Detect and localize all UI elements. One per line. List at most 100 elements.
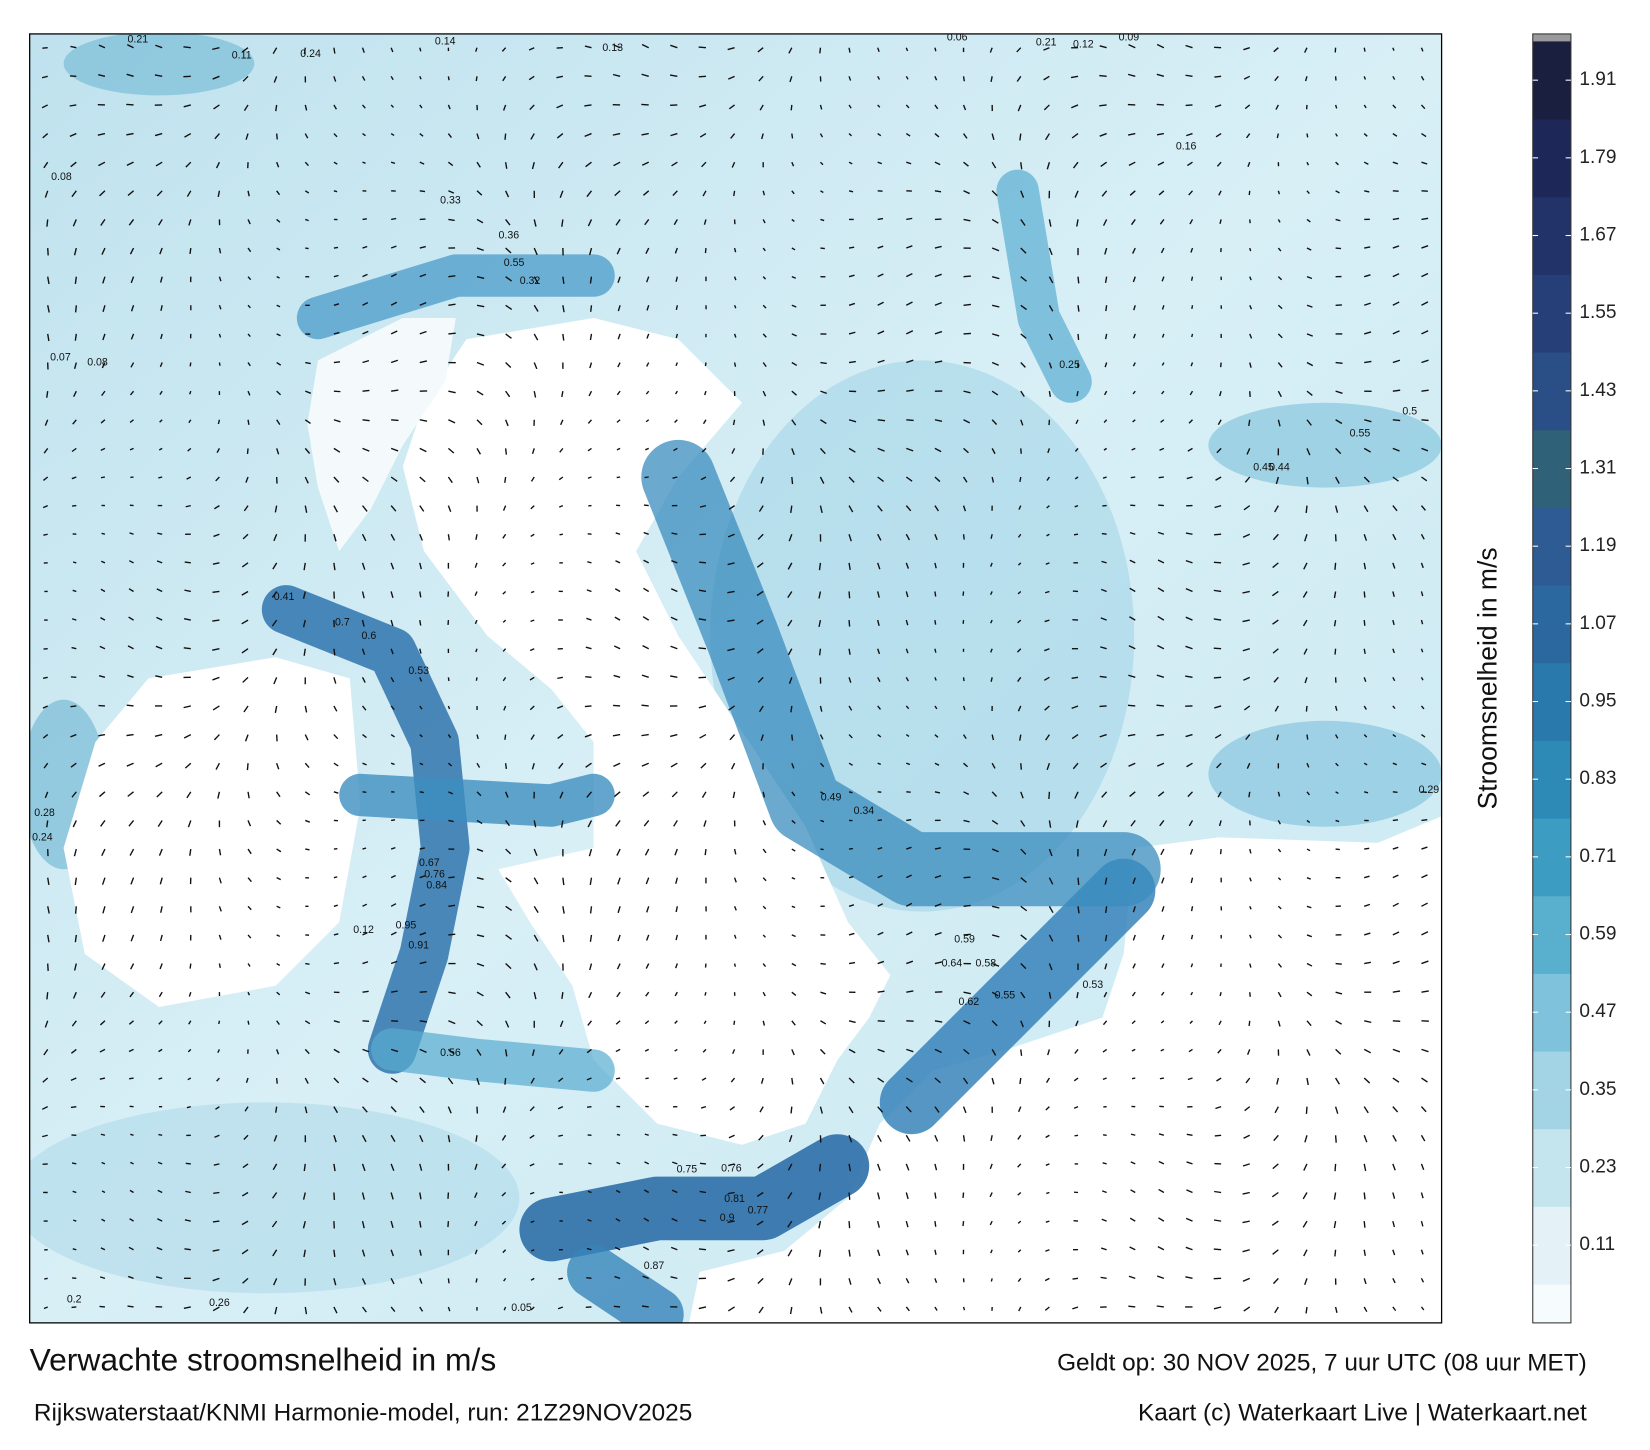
flow-arrow [589,333,593,341]
flow-arrow [1020,419,1024,426]
flow-arrow [989,47,993,53]
flow-arrow [99,190,106,197]
flow-arrow [1185,559,1193,564]
flow-arrow [587,561,592,564]
flow-arrow [419,1306,424,1312]
flow-arrow [1161,333,1165,338]
flow-arrow [848,904,855,907]
flow-arrow [1277,362,1283,368]
flow-arrow [1363,505,1369,513]
flow-arrow [44,1277,48,1280]
flow-arrow [791,877,796,880]
flow-arrow [362,875,367,879]
flow-arrow [390,1163,395,1171]
flow-arrow [46,219,49,227]
flow-arrow [1249,304,1253,310]
flow-arrow [1102,476,1107,479]
flow-arrow [819,734,824,740]
flow-arrow [447,104,451,110]
flow-arrow [641,704,649,707]
flow-arrow [733,333,737,338]
flow-arrow [820,791,825,795]
speed-label: 0.24 [32,832,53,844]
flow-arrow [1277,276,1283,281]
flow-arrow [183,104,191,108]
flow-arrow [1420,533,1425,540]
flow-arrow [1213,589,1222,593]
flow-arrow [188,219,192,226]
speed-labels: 0.210.11 0.240.140.130.080.330.360.550.32… [32,34,1439,1314]
flow-arrow [272,1249,278,1257]
flow-arrow [101,1190,106,1194]
flow-arrow [963,762,969,768]
flow-arrow [503,705,507,711]
flow-arrow [505,963,512,970]
flow-arrow [305,991,311,995]
flow-arrow [991,275,1000,280]
flow-arrow [272,1192,278,1199]
flow-arrow [504,1049,508,1057]
flow-arrow [187,1077,192,1081]
flow-arrow [1190,877,1194,884]
flow-arrow [41,104,49,109]
flow-arrow [1306,1049,1311,1056]
flow-arrow [362,847,367,850]
flow-arrow [129,390,135,396]
flow-arrow [963,1020,971,1025]
speed-label: 0.41 [274,591,295,603]
flow-arrow [877,1106,884,1113]
flow-arrow [304,762,310,769]
flow-arrow [1363,76,1367,80]
flow-arrow [157,1218,163,1222]
flow-arrow [963,390,971,394]
flow-arrow [1156,1275,1165,1280]
flow-arrow [962,534,965,540]
flow-arrow [877,104,881,108]
flow-arrow [73,963,77,971]
colorbar-tick-label: 1.43 [1579,380,1616,401]
flow-arrow [877,1163,881,1171]
flow-arrow [247,276,252,281]
flow-arrow [70,762,77,768]
flow-arrow [1158,504,1164,507]
flow-arrow [242,1277,249,1284]
flow-arrow [43,161,49,169]
flow-arrow [791,1020,796,1026]
flow-arrow [934,1278,938,1283]
flow-arrow [126,733,134,737]
flow-arrow [1020,1020,1024,1028]
flow-arrow [304,791,311,796]
flow-arrow [419,1134,424,1143]
flow-arrow [533,391,537,398]
speed-label: 0.12 [353,924,374,936]
flow-arrow [762,362,767,368]
flow-arrow [159,247,163,255]
flow-arrow [71,190,77,198]
flow-arrow [1249,333,1253,339]
flow-arrow [588,848,593,857]
flow-arrow [475,76,478,82]
flow-arrow [790,705,793,713]
flow-arrow [704,991,707,996]
flow-arrow [1071,705,1079,709]
flow-arrow [101,390,106,397]
flow-arrow [1105,906,1108,914]
flow-arrow [1306,1077,1309,1086]
flow-arrow [333,419,341,423]
flow-arrow [991,247,1000,252]
flow-arrow [1335,1048,1342,1055]
flow-arrow [1363,1163,1367,1172]
flow-arrow [963,1048,970,1055]
flow-arrow [1045,133,1050,141]
flow-arrow [1306,304,1313,308]
flow-arrow [333,133,338,138]
flow-arrow [1129,587,1136,593]
flow-arrow [505,304,513,311]
flow-arrow [130,362,135,368]
flow-arrow [1249,848,1252,854]
flow-arrow [1335,762,1339,767]
flow-arrow [791,390,797,396]
flow-arrow [991,161,997,169]
flow-arrow [102,906,106,914]
flow-arrow [1245,1077,1251,1084]
